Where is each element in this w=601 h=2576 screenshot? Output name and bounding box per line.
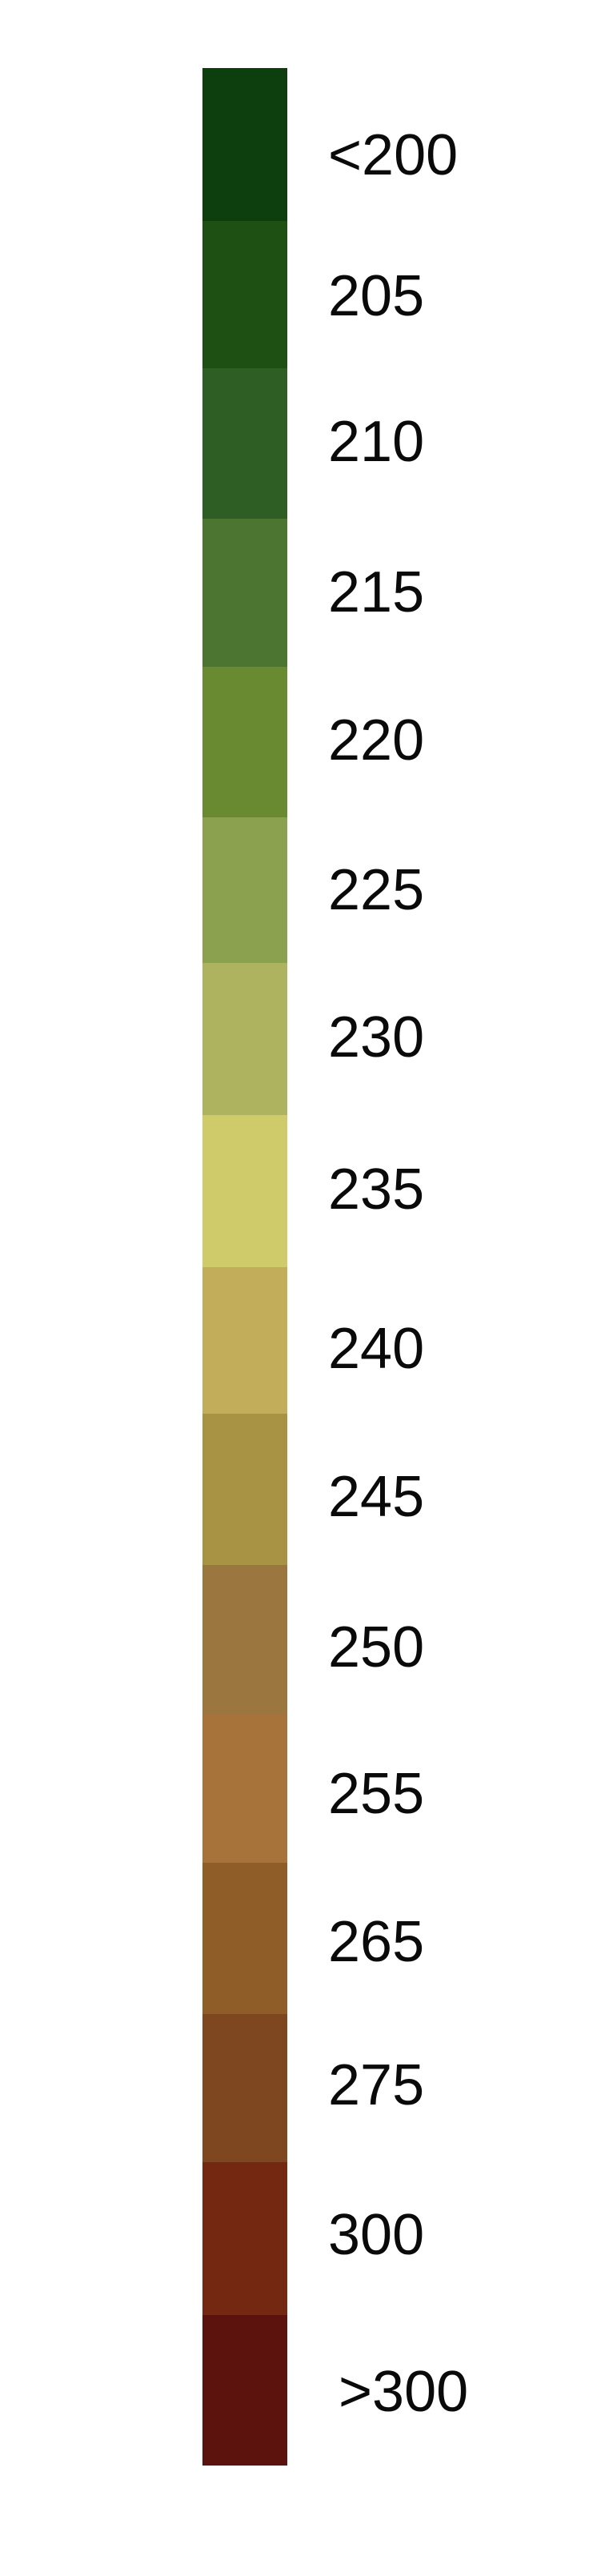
legend-label: <200: [328, 123, 459, 187]
legend-label: 210: [328, 410, 425, 474]
legend-label: 230: [328, 1005, 425, 1069]
legend-label: 240: [328, 1317, 425, 1381]
legend-label: 205: [328, 264, 425, 328]
legend-label: 245: [328, 1465, 425, 1529]
legend-swatch: [202, 817, 287, 963]
legend-swatch: [202, 1115, 287, 1267]
legend-label: 250: [328, 1615, 425, 1679]
legend-label: 215: [328, 560, 425, 624]
legend-label: 235: [328, 1158, 425, 1222]
legend-swatch: [202, 1414, 287, 1565]
legend-swatch: [202, 368, 287, 519]
legend-swatch: [202, 1267, 287, 1414]
legend-label: >300: [339, 2360, 469, 2424]
legend-swatch: [202, 2014, 287, 2162]
legend-label: 275: [328, 2053, 425, 2117]
legend-swatch: [202, 2162, 287, 2315]
legend-label: 225: [328, 858, 425, 922]
legend-swatch: [202, 963, 287, 1115]
legend-swatch: [202, 1863, 287, 2014]
legend-swatch: [202, 1565, 287, 1715]
legend-label: 220: [328, 708, 425, 772]
legend-label: 265: [328, 1910, 425, 1974]
legend-swatch: [202, 221, 287, 368]
legend-swatch: [202, 68, 287, 221]
legend-swatch: [202, 2315, 287, 2466]
legend-label: 255: [328, 1762, 425, 1826]
legend-label: 300: [328, 2203, 425, 2267]
legend-swatch: [202, 667, 287, 817]
legend-swatch: [202, 519, 287, 667]
legend-swatch: [202, 1715, 287, 1863]
